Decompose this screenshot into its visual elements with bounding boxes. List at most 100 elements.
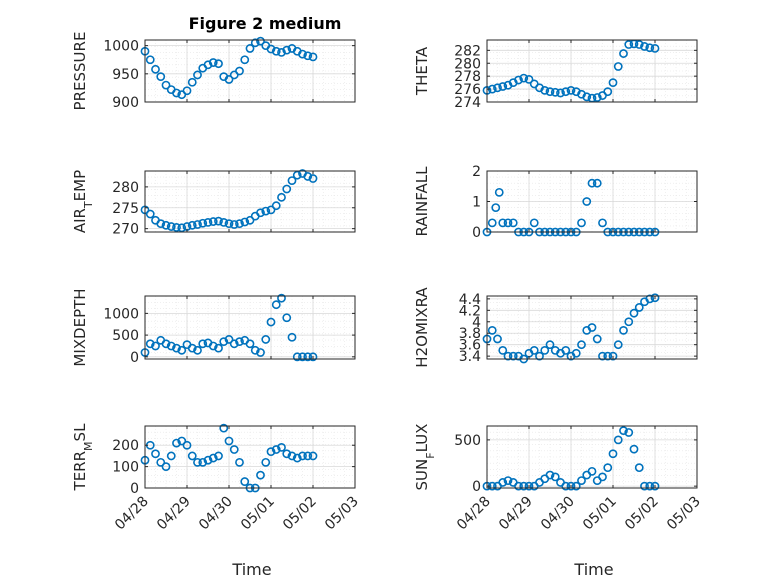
data-point <box>277 293 286 303</box>
y-tick-label: 100 <box>112 460 139 476</box>
data-point <box>214 343 223 353</box>
data-point <box>219 217 229 227</box>
data-point <box>177 223 187 233</box>
data-point <box>535 351 544 361</box>
data-point <box>650 43 660 53</box>
subplot-6: 3.43.63.844.24.4 H2OMIXRA <box>413 287 698 368</box>
data-point <box>603 351 613 361</box>
data-point <box>491 203 501 212</box>
data-point <box>229 220 239 229</box>
data-point <box>266 205 276 215</box>
data-point <box>587 178 597 188</box>
y-tick-label: 0 <box>130 350 139 366</box>
data-point <box>229 339 239 349</box>
y-axis-label: THETA <box>413 46 431 96</box>
data-point <box>308 352 318 362</box>
data-point <box>161 80 171 90</box>
data-point <box>503 351 513 361</box>
y-tick-label: 4.4 <box>459 292 481 308</box>
data-point <box>292 352 302 362</box>
data-point <box>624 40 634 49</box>
y-tick-label: 1 <box>472 195 481 211</box>
data-point <box>151 64 160 74</box>
axes-box <box>144 425 356 489</box>
y-tick-label: 2 <box>472 164 481 180</box>
data-point <box>308 174 318 183</box>
data-point <box>494 187 504 197</box>
data-point <box>266 317 276 327</box>
data-point <box>166 341 176 351</box>
data-point <box>151 341 160 351</box>
data-point <box>161 220 171 230</box>
data-point <box>529 218 539 228</box>
axes-box <box>486 295 698 360</box>
data-point <box>545 470 555 480</box>
y-tick-label: 274 <box>454 95 481 111</box>
x-tick-label: 05/02 <box>280 494 320 534</box>
data-point <box>634 303 644 312</box>
data-point <box>540 85 550 95</box>
data-point <box>298 352 307 362</box>
data-point <box>508 218 518 228</box>
y-axis-label: AIRTEMP <box>71 170 95 233</box>
data-point <box>187 451 197 461</box>
data-point <box>235 457 244 467</box>
data-point <box>214 59 223 69</box>
data-point <box>498 478 508 487</box>
data-point <box>598 218 607 228</box>
data-point <box>145 55 155 65</box>
y-tick-label: 280 <box>454 56 481 72</box>
y-tick-label: 1000 <box>103 39 139 55</box>
data-point <box>203 455 213 465</box>
data-point <box>229 445 239 454</box>
data-point <box>540 346 550 355</box>
data-point <box>556 88 565 98</box>
data-point <box>203 217 213 227</box>
x-axis-label-left: Time <box>231 560 271 579</box>
data-point <box>235 66 244 76</box>
data-point <box>214 216 223 226</box>
data-point <box>624 428 634 437</box>
data-point <box>261 335 271 344</box>
data-point <box>634 463 644 473</box>
data-point <box>245 215 255 225</box>
data-point <box>287 332 297 342</box>
data-point <box>524 481 534 491</box>
data-point <box>151 449 160 459</box>
data-point <box>629 444 639 454</box>
data-point <box>303 352 313 362</box>
data-point <box>182 86 192 96</box>
data-point <box>598 351 607 361</box>
data-point <box>550 87 560 97</box>
data-point <box>645 43 655 53</box>
x-tick-label: 05/02 <box>622 494 662 534</box>
data-point <box>303 451 313 461</box>
data-point <box>224 75 234 84</box>
data-point <box>303 172 313 181</box>
data-point <box>561 346 571 355</box>
data-point <box>650 293 660 303</box>
data-point <box>177 345 187 355</box>
y-axis-label: PRESSURE <box>71 32 89 111</box>
subplot-3: 270 275 280 AIRTEMP <box>71 169 356 238</box>
data-point <box>245 44 255 53</box>
data-point <box>156 457 166 467</box>
data-point <box>219 337 229 347</box>
data-point <box>571 348 581 358</box>
y-tick-label: 0 <box>472 479 481 495</box>
data-point <box>208 58 218 67</box>
data-point <box>203 60 213 70</box>
data-point <box>519 73 529 83</box>
data-point <box>266 44 276 54</box>
data-point <box>224 219 234 229</box>
data-point <box>198 339 208 349</box>
data-point <box>629 308 639 318</box>
subplot-7: 0 100 200 04/28 04/29 04/30 05/01 05/02 05/03 TER… <box>71 423 362 533</box>
x-tick-label: 04/28 <box>112 494 152 534</box>
y-tick-label: 280 <box>112 180 139 196</box>
data-point <box>187 220 197 230</box>
data-point <box>182 440 192 450</box>
data-point <box>577 218 586 228</box>
subplot-1: 900 950 1000 PRESSURE <box>71 32 356 111</box>
data-point <box>545 340 555 350</box>
